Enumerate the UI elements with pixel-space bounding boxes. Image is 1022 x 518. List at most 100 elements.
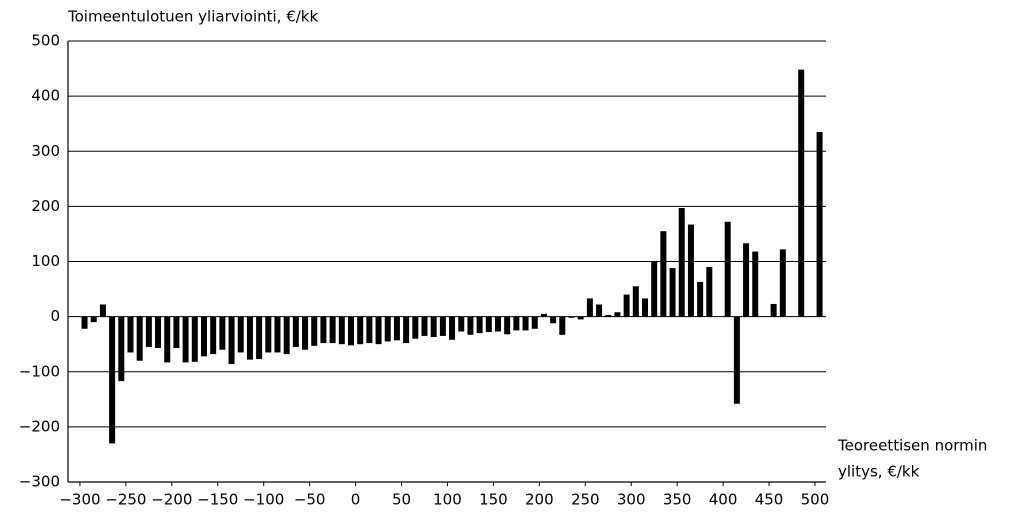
x-tick-label: 50 <box>392 491 411 509</box>
bar <box>669 268 676 317</box>
y-tick-label: 0 <box>50 307 60 325</box>
bar <box>164 316 171 363</box>
bar <box>256 316 263 360</box>
y-tick-label: −200 <box>19 417 60 435</box>
bar <box>265 316 272 353</box>
bar <box>384 316 391 342</box>
bar <box>770 303 777 317</box>
bar <box>476 316 483 334</box>
x-tick-label: 500 <box>801 491 830 509</box>
bar <box>568 316 575 318</box>
bar <box>458 316 465 332</box>
x-tick-label: −50 <box>294 491 326 509</box>
bar <box>706 267 713 317</box>
bar <box>623 294 630 317</box>
bar <box>200 316 207 357</box>
bar <box>816 131 823 317</box>
bar <box>660 231 667 317</box>
bar <box>641 298 648 317</box>
x-tick-label: 200 <box>525 491 554 509</box>
bar <box>173 316 180 349</box>
bar <box>90 316 97 323</box>
bar <box>136 316 143 361</box>
bar <box>393 316 400 341</box>
bar <box>743 243 750 317</box>
x-axis-label: Teoreettisen normin <box>837 437 987 455</box>
bar <box>145 316 152 347</box>
x-tick-label: 300 <box>617 491 646 509</box>
bar <box>449 316 456 340</box>
bar <box>798 69 805 317</box>
bar <box>329 316 336 344</box>
x-tick-label: −300 <box>59 491 100 509</box>
x-tick-label: 250 <box>571 491 600 509</box>
y-tick-label: 500 <box>31 32 60 50</box>
bar <box>550 316 557 324</box>
x-tick-label: 100 <box>433 491 462 509</box>
bar <box>219 316 226 350</box>
bar <box>467 316 474 335</box>
bar <box>237 316 244 353</box>
bar <box>191 316 198 362</box>
bar <box>752 251 759 317</box>
x-tick-label: 400 <box>709 491 738 509</box>
bar <box>412 316 419 339</box>
bar <box>311 316 318 346</box>
y-tick-label: 400 <box>31 87 60 105</box>
bar <box>596 304 603 317</box>
bar <box>292 316 299 347</box>
y-tick-label: 200 <box>31 197 60 215</box>
bar <box>513 316 520 331</box>
bar <box>522 316 529 331</box>
bar <box>724 221 731 317</box>
bar <box>347 316 354 346</box>
x-tick-label: −150 <box>197 491 238 509</box>
chart-title: Toimeentulotuen yliarviointi, €/kk <box>67 8 318 26</box>
bar <box>577 316 584 320</box>
bar <box>494 316 501 332</box>
x-tick-label: 0 <box>351 491 361 509</box>
bar <box>81 316 88 329</box>
bar <box>302 316 309 350</box>
x-tick-label: −200 <box>151 491 192 509</box>
bar <box>274 316 281 353</box>
bar <box>357 316 364 345</box>
bar <box>182 316 189 363</box>
bar <box>127 316 134 353</box>
bar <box>210 316 217 355</box>
bar <box>559 316 566 335</box>
bar <box>430 316 437 338</box>
bar <box>118 316 125 382</box>
bar <box>504 316 511 335</box>
bar <box>366 316 373 344</box>
bar <box>403 316 410 344</box>
x-tick-label: −100 <box>243 491 284 509</box>
x-tick-label: −250 <box>105 491 146 509</box>
x-axis-label: ylitys, €/kk <box>838 463 920 481</box>
bar <box>155 316 162 349</box>
y-tick-label: −300 <box>19 473 60 491</box>
bar <box>283 316 290 355</box>
bar <box>375 316 382 345</box>
bar <box>651 261 658 317</box>
x-tick-label: 150 <box>479 491 508 509</box>
bar <box>338 316 345 345</box>
bar <box>614 312 621 317</box>
x-tick-label: 350 <box>663 491 692 509</box>
x-tick-label: 450 <box>755 491 784 509</box>
bar <box>246 316 253 360</box>
bar <box>320 316 327 344</box>
y-tick-label: −100 <box>19 362 60 380</box>
bar <box>632 286 639 317</box>
bar <box>605 314 612 317</box>
bar <box>586 298 593 317</box>
y-tick-label: 300 <box>31 142 60 160</box>
bar <box>779 249 786 317</box>
bar <box>531 316 538 329</box>
bar <box>733 316 740 404</box>
bar <box>439 316 446 336</box>
bar <box>678 208 685 317</box>
bar <box>540 313 547 317</box>
y-tick-label: 100 <box>31 252 60 270</box>
